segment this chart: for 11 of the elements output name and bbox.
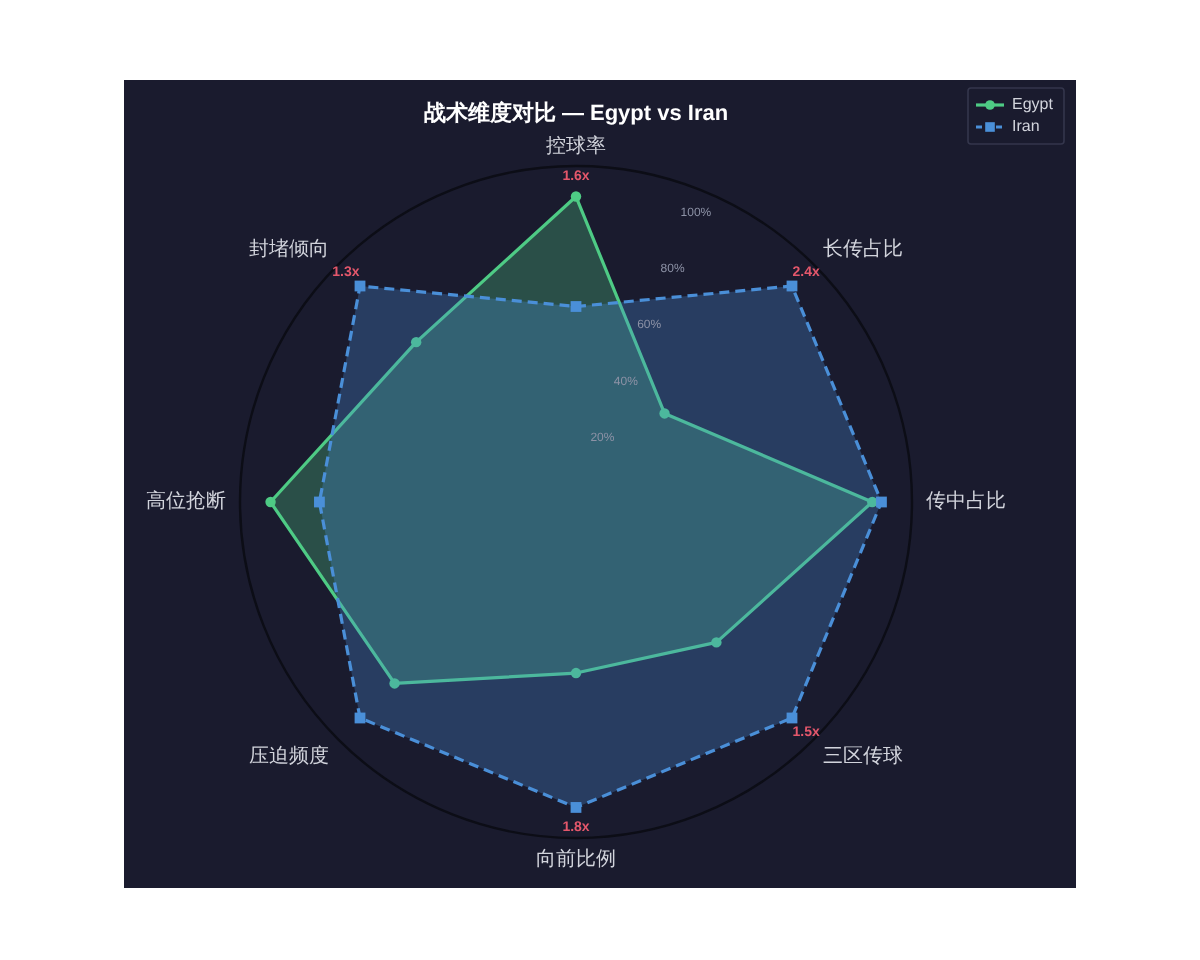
spoke-label: 封堵倾向 (248, 236, 329, 261)
spoke-label: 长传占比 (823, 236, 904, 261)
text: 战术维度对比 — Egypt vs Iran (423, 100, 729, 126)
spoke-label: 压迫频度 (248, 744, 329, 769)
spoke-label: 高位抢断 (146, 489, 226, 514)
legend-label: Egypt (1012, 95, 1055, 114)
legend-label: Iran (1012, 117, 1040, 136)
spoke-label: 传中占比 (926, 489, 1006, 514)
spoke-label: 向前比例 (536, 846, 616, 871)
spoke-label: 控球率 (546, 134, 606, 158)
spoke-label: 三区传球 (823, 744, 904, 769)
